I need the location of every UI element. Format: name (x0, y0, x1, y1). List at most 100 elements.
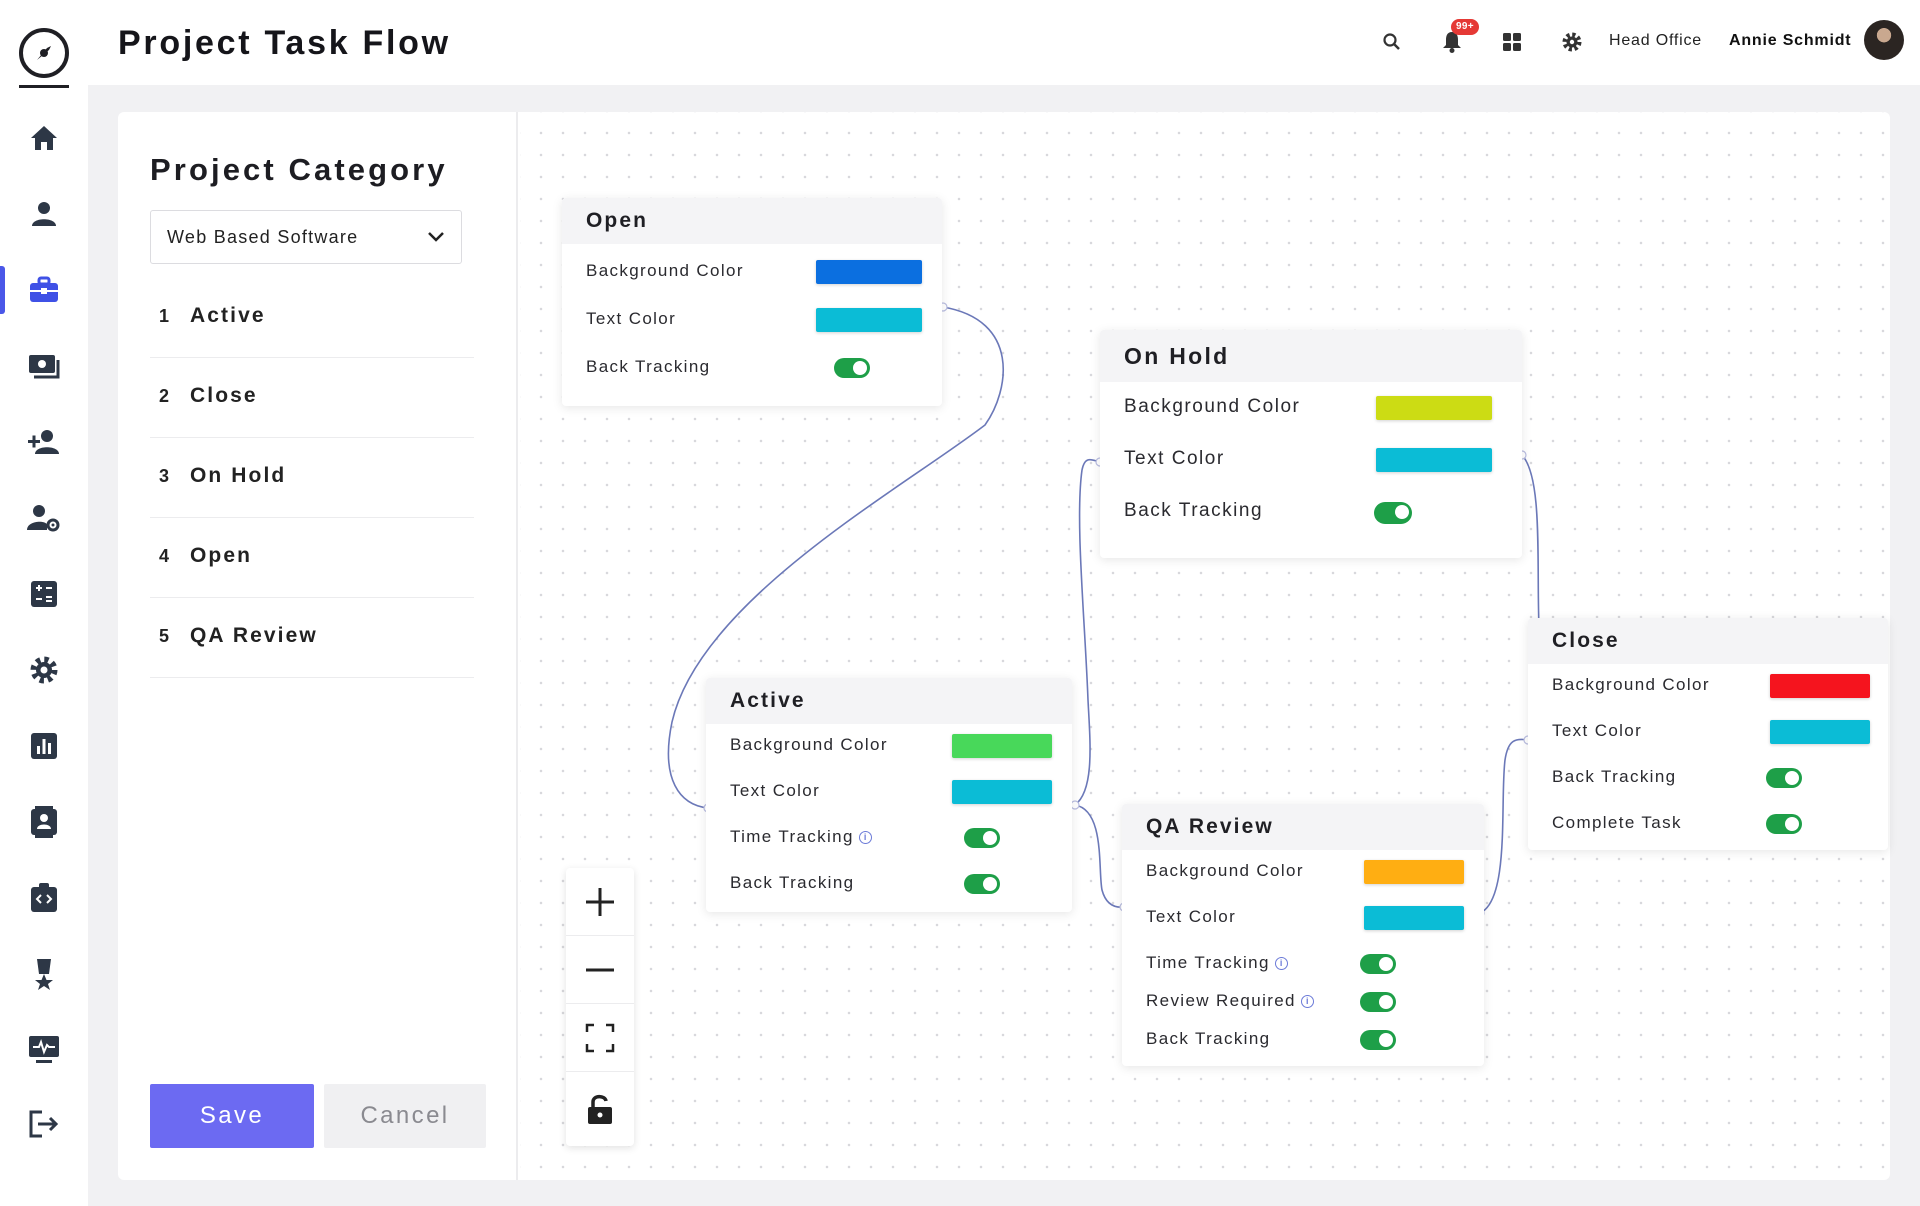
avatar[interactable] (1864, 20, 1904, 60)
time-tracking-toggle[interactable] (1360, 954, 1396, 974)
sidebar-item-add-user[interactable] (0, 418, 88, 466)
text-color-swatch[interactable] (1376, 448, 1492, 472)
sidebar-item-awards[interactable] (0, 950, 88, 998)
info-icon[interactable]: i (1300, 994, 1314, 1008)
category-number: 3 (159, 466, 170, 486)
sidebar-item-logout[interactable] (0, 1100, 88, 1148)
notification-badge: 99+ (1451, 19, 1479, 35)
row-complete-task: Complete Task (1552, 808, 1870, 838)
category-label: On Hold (190, 464, 287, 487)
search-button[interactable] (1378, 28, 1406, 56)
node-title: Active (706, 678, 1072, 724)
user-icon (32, 202, 56, 226)
panel-title: Project Category (150, 152, 448, 187)
page-title: Project Task Flow (118, 24, 451, 62)
sidebar-item-calculator[interactable] (0, 570, 88, 618)
sidebar-item-settings[interactable] (0, 646, 88, 694)
node-title: Open (562, 198, 942, 244)
home-icon (31, 126, 57, 150)
node-open[interactable]: Open Background Color Text Color Back Tr… (562, 198, 942, 406)
category-number: 2 (159, 386, 170, 406)
add-user-icon (28, 430, 59, 454)
back-tracking-toggle[interactable] (1360, 1030, 1396, 1050)
node-qa-review[interactable]: QA Review Background Color Text Color Ti… (1122, 804, 1484, 1066)
top-header: Project Task Flow 99+ Head Office Annie … (88, 0, 1920, 85)
node-active[interactable]: Active Background Color Text Color Time … (706, 678, 1072, 912)
text-color-swatch[interactable] (1770, 720, 1870, 744)
sidebar-item-finance[interactable] (0, 342, 88, 390)
settings-button[interactable] (1558, 28, 1586, 56)
sidebar-item-user-settings[interactable] (0, 494, 88, 542)
sidebar-item-reports[interactable] (0, 722, 88, 770)
back-tracking-toggle[interactable] (1766, 768, 1802, 788)
sidebar-item-projects[interactable] (0, 266, 88, 314)
compass-logo-icon[interactable] (19, 28, 69, 88)
zoom-in-button[interactable] (566, 868, 634, 936)
category-label: Close (190, 384, 258, 407)
node-on-hold[interactable]: On Hold Background Color Text Color Back… (1100, 330, 1522, 558)
row-time-tracking: Time Tracking i (730, 822, 1052, 852)
row-back-tracking: Back Tracking (1124, 496, 1492, 526)
logout-icon (29, 1110, 59, 1138)
row-text-color: Text Color (1124, 444, 1492, 474)
back-tracking-toggle[interactable] (1374, 502, 1412, 524)
category-label: Active (190, 304, 266, 327)
calculator-icon (31, 581, 57, 607)
chevron-down-icon (428, 232, 444, 242)
text-color-swatch[interactable] (952, 780, 1052, 804)
background-color-swatch[interactable] (952, 734, 1052, 758)
cancel-button[interactable]: Cancel (324, 1084, 486, 1148)
sidebar-item-home[interactable] (0, 114, 88, 162)
briefcase-icon (30, 276, 58, 302)
row-back-tracking: Back Tracking (586, 352, 922, 382)
back-tracking-toggle[interactable] (964, 874, 1000, 894)
sidebar-item-profile[interactable] (0, 190, 88, 238)
category-select[interactable]: Web Based Software (150, 210, 462, 264)
lock-button[interactable] (566, 1072, 634, 1146)
category-item[interactable]: 1 Active (150, 278, 474, 358)
category-item[interactable]: 4 Open (150, 518, 474, 598)
apps-button[interactable] (1498, 28, 1526, 56)
row-back-tracking: Back Tracking (1146, 1024, 1464, 1054)
complete-task-toggle[interactable] (1766, 814, 1802, 834)
category-item[interactable]: 5 QA Review (150, 598, 474, 678)
sidebar (0, 0, 88, 1206)
award-icon (35, 959, 53, 990)
contact-card-icon (31, 806, 57, 838)
category-select-value: Web Based Software (167, 227, 359, 247)
category-item[interactable]: 3 On Hold (150, 438, 474, 518)
zoom-out-icon (586, 968, 614, 971)
node-title: QA Review (1122, 804, 1484, 850)
zoom-in-icon (586, 887, 614, 916)
zoom-out-button[interactable] (566, 936, 634, 1004)
node-title: On Hold (1100, 330, 1522, 382)
category-number: 5 (159, 626, 170, 646)
node-close[interactable]: Close Background Color Text Color Back T… (1528, 618, 1888, 850)
time-tracking-toggle[interactable] (964, 828, 1000, 848)
background-color-swatch[interactable] (1376, 396, 1492, 420)
review-required-toggle[interactable] (1360, 992, 1396, 1012)
background-color-swatch[interactable] (1770, 674, 1870, 698)
back-tracking-toggle[interactable] (834, 358, 870, 378)
sidebar-item-code[interactable] (0, 874, 88, 922)
save-button[interactable]: Save (150, 1084, 314, 1148)
background-color-swatch[interactable] (1364, 860, 1464, 884)
category-item[interactable]: 2 Close (150, 358, 474, 438)
text-color-swatch[interactable] (1364, 906, 1464, 930)
user-settings-icon (27, 505, 60, 532)
user-name[interactable]: Annie Schmidt (1729, 32, 1852, 49)
info-icon[interactable]: i (858, 830, 872, 844)
monitor-pulse-icon (29, 1036, 59, 1063)
text-color-swatch[interactable] (816, 308, 922, 332)
office-selector[interactable]: Head Office (1609, 32, 1702, 49)
row-text-color: Text Color (1146, 902, 1464, 932)
sidebar-item-monitor[interactable] (0, 1026, 88, 1074)
sidebar-item-contacts[interactable] (0, 798, 88, 846)
row-background-color: Background Color (1124, 392, 1492, 422)
bar-chart-icon (31, 733, 57, 759)
notifications-button[interactable] (1438, 28, 1466, 56)
lock-icon (588, 1094, 612, 1124)
fit-view-button[interactable] (566, 1004, 634, 1072)
info-icon[interactable]: i (1274, 956, 1288, 970)
background-color-swatch[interactable] (816, 260, 922, 284)
